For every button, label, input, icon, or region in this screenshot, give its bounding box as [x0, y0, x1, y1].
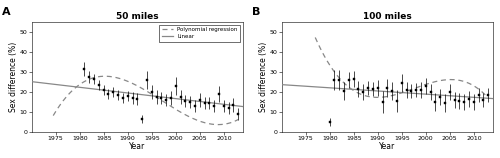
Y-axis label: Sex difference (%): Sex difference (%) — [259, 42, 268, 112]
Title: 50 miles: 50 miles — [116, 12, 158, 21]
Title: 100 miles: 100 miles — [363, 12, 412, 21]
Y-axis label: Sex difference (%): Sex difference (%) — [9, 42, 18, 112]
X-axis label: Year: Year — [379, 142, 396, 151]
Legend: Polynomial regression, Linear: Polynomial regression, Linear — [159, 25, 240, 42]
Text: B: B — [252, 7, 260, 17]
X-axis label: Year: Year — [129, 142, 146, 151]
Text: A: A — [2, 7, 10, 17]
